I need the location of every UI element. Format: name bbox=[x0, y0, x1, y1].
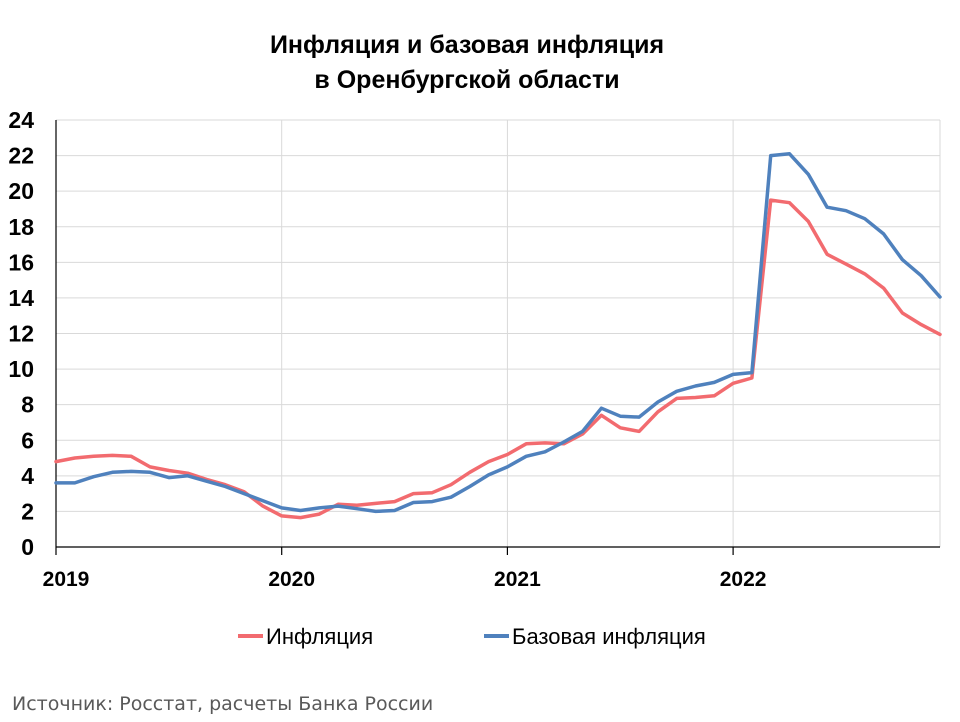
series-line-core-inflation bbox=[54, 152, 942, 514]
y-tick-label: 12 bbox=[8, 321, 34, 347]
y-tick-label: 0 bbox=[21, 534, 34, 560]
legend-item-core-inflation: Базовая инфляция bbox=[484, 624, 706, 649]
y-tick-label: 24 bbox=[8, 107, 34, 133]
y-tick-label: 20 bbox=[8, 178, 34, 204]
y-tick-label: 8 bbox=[21, 392, 34, 418]
y-tick-label: 22 bbox=[8, 143, 34, 169]
x-tick-label: 2019 bbox=[43, 568, 90, 591]
y-tick-label: 18 bbox=[8, 214, 34, 240]
legend: Инфляция Базовая инфляция bbox=[238, 624, 706, 649]
axes bbox=[55, 120, 940, 555]
chart-title: Инфляция и базовая инфляция в Оренбургск… bbox=[270, 31, 664, 94]
legend-item-inflation: Инфляция bbox=[238, 624, 373, 649]
y-tick-label: 2 bbox=[21, 498, 34, 524]
x-tick-label: 2022 bbox=[720, 568, 767, 591]
y-tick-label: 14 bbox=[8, 285, 34, 311]
y-tick-label: 10 bbox=[8, 356, 34, 382]
x-tick-label: 2020 bbox=[268, 568, 315, 591]
grid bbox=[56, 119, 941, 547]
series-lines bbox=[54, 152, 942, 520]
y-tick-label: 4 bbox=[21, 463, 34, 489]
y-tick-label: 16 bbox=[8, 249, 34, 275]
chart-title-line-2: в Оренбургской области bbox=[314, 66, 619, 94]
x-axis-tick-labels: 2019 2020 2021 2022 bbox=[43, 568, 767, 591]
legend-label-inflation: Инфляция bbox=[266, 624, 373, 649]
y-tick-label: 6 bbox=[21, 427, 34, 453]
chart-title-line-1: Инфляция и базовая инфляция bbox=[270, 31, 664, 59]
source-note: Источник: Росстат, расчеты Банка России bbox=[12, 693, 434, 715]
legend-label-core-inflation: Базовая инфляция bbox=[512, 624, 706, 649]
series-line-inflation bbox=[54, 198, 942, 520]
x-tick-label: 2021 bbox=[494, 568, 541, 591]
